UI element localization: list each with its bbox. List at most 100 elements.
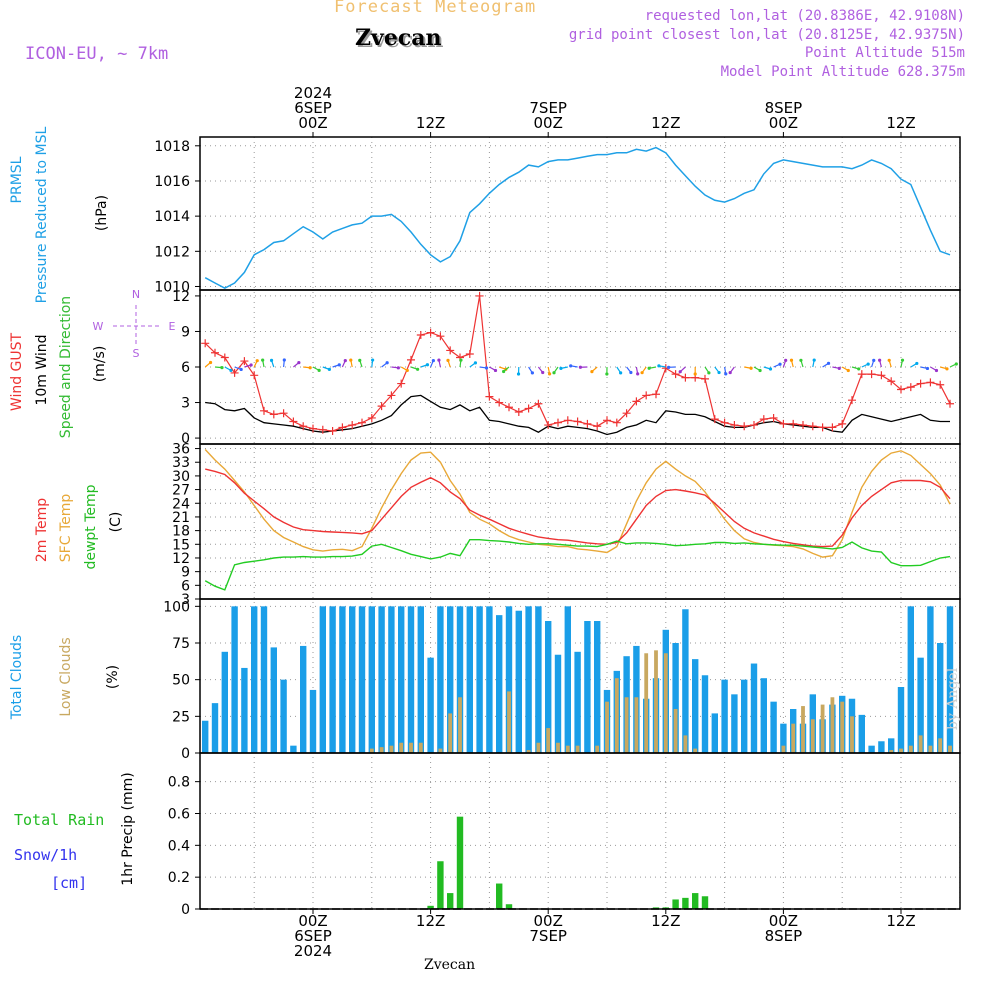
wind-direction-arrowhead [789,358,794,362]
temperature-tick-label: 30 [172,469,190,485]
requested-coordinates: requested lon,lat (20.8386E, 42.9108N) [644,8,965,24]
wind-direction-arrowhead [707,371,711,375]
low-clouds-bar [389,745,394,753]
pressure-y-axis: 1010 1012 1014 1016 1018 [154,139,960,295]
total-clouds-bar [711,713,718,753]
wind-gust-point [818,423,827,432]
wind-direction-arrowhead [416,367,420,371]
low-clouds-bar [526,750,531,753]
wind-gust-point [652,390,660,399]
temperature-panel-frame [199,443,961,600]
wind-gust-point [750,421,758,430]
wind-direction-arrowhead [857,367,861,371]
pressure-panel-frame [199,136,961,291]
total-clouds-bar [574,651,581,753]
wind-gust-point [524,404,533,413]
wind-gust-point [906,383,915,392]
wind-direction-arrowhead [261,358,265,362]
wind-direction-arrowhead [915,361,919,366]
total-clouds-bar [221,651,228,753]
top-time-label: 8SEP [765,99,803,117]
wind-direction-arrowhead [297,361,301,365]
wind-direction-arrowhead [425,363,430,367]
bottom-time-label: 2024 [294,942,332,960]
total-clouds-bar [447,606,454,753]
wind-direction-arrowhead [636,372,640,376]
low-clouds-bar [595,745,600,753]
wind-gust-point [505,403,513,412]
wind-gust-point [946,399,954,408]
wind-tick-label: 9 [181,324,190,340]
wind-direction-arrowhead [934,368,939,373]
wind-gust-point [377,402,386,411]
temperature-tick-label: 18 [172,524,190,540]
bottom-time-label: 12Z [651,912,680,930]
wind-direction-arrowhead [749,366,753,370]
wind-direction-arrowhead [799,358,803,362]
wind-direction-arrowhead [559,366,563,370]
low-clouds-bar [369,748,374,753]
wind-direction-arrowhead [826,361,831,365]
precip-tick-label: 0.6 [168,806,190,822]
low-clouds-bar [781,745,786,753]
temperature-tick-label: 24 [172,496,190,512]
wind-direction-arrowhead [925,366,930,371]
wind-direction-arrowhead [837,366,841,370]
wind-direction-arrowhead [220,366,224,370]
wind-gust-point [407,355,415,364]
total-clouds-label: Total Clouds [9,635,25,720]
total-clouds-bar [594,621,601,753]
wind-gust-point [779,419,788,428]
wind-direction-arrowhead [358,358,362,362]
temperature-tick-label: 6 [181,578,190,594]
total-clouds-bar [564,606,571,753]
total-clouds-bar [319,606,326,753]
low-clouds-bar [840,701,845,753]
compass-south: S [133,347,140,360]
wind-gust-point [485,392,494,401]
wind-gust-point [828,423,837,432]
low-clouds-bar [565,745,570,753]
wind-gust-point [671,370,680,379]
top-time-label: 12Z [416,114,445,132]
low-clouds-bar [801,706,805,753]
total-clouds-bar [349,606,356,753]
wind-gust-point [475,291,484,300]
compass-east: E [169,320,176,333]
total-clouds-bar [290,745,297,753]
wind-gust-point [916,379,925,388]
wind-direction-arrowhead [459,358,463,362]
chart-title: Forecast Meteogram [334,0,537,17]
temp-2m-line [205,468,951,548]
wind-gust-point [632,397,641,406]
total-clouds-bar [437,606,444,753]
total-clouds-bar [750,663,758,753]
wind-direction-arrowhead [629,370,633,375]
low-clouds-bar [438,748,443,753]
total-clouds-bar [672,643,679,753]
wind-gust-point [887,377,896,386]
wind-gust-point [857,370,866,379]
low-clouds-bar [536,742,541,753]
rain-bar [652,907,660,909]
snow-label: Snow/1h [14,846,77,864]
low-clouds-bar [644,653,649,753]
point-altitude: Point Altitude 515m [804,45,965,61]
wind-gust-point [612,418,621,427]
wind-direction-arrowhead [878,358,882,362]
total-clouds-bar [300,645,307,753]
total-clouds-bar [545,621,552,753]
wind-gust-point [720,418,729,427]
snow-unit-label: [cm] [51,874,87,892]
low-clouds-bar [791,723,796,753]
wind-gust-point [416,331,425,340]
temp-unit-label: (C) [108,512,124,533]
total-clouds-bar [682,609,689,753]
wind-gust-point [808,422,817,431]
wind-gust-label: Wind GUST [9,332,25,411]
wind-direction-arrowhead [431,358,435,363]
clouds-tick-label: 0 [181,746,190,762]
wind-direction-arrowhead [846,368,850,373]
dewpoint-line [204,539,951,591]
low-clouds-bar [850,716,854,753]
